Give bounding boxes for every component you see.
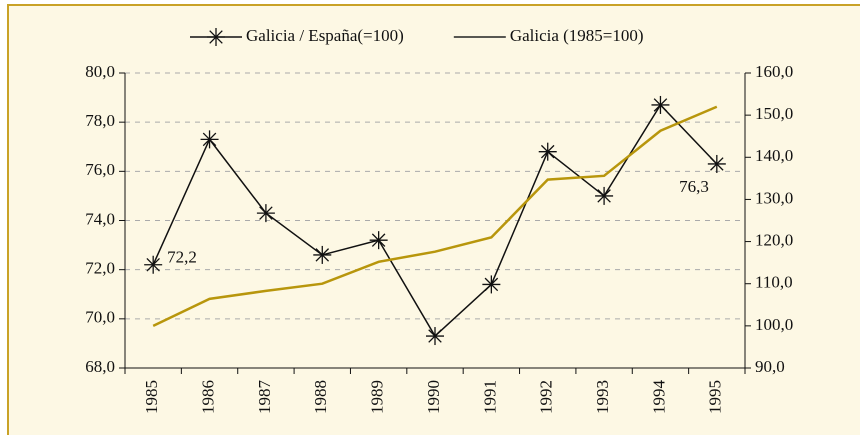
point-marker bbox=[482, 275, 501, 294]
point-marker bbox=[426, 327, 444, 346]
y-tick-label: 68,0 bbox=[85, 357, 115, 376]
series-line bbox=[152, 105, 718, 327]
point-marker bbox=[369, 231, 388, 250]
y2-tick-label: 140,0 bbox=[755, 146, 793, 165]
point-marker bbox=[313, 245, 332, 264]
point-marker bbox=[144, 255, 163, 274]
marker-stroke bbox=[710, 157, 724, 171]
y-tick-label: 76,0 bbox=[85, 160, 115, 179]
x-tick-label: 1990 bbox=[424, 380, 443, 414]
x-tick-label: 1985 bbox=[142, 380, 161, 414]
marker-stroke bbox=[597, 189, 611, 203]
y-tick-label: 74,0 bbox=[85, 209, 115, 228]
x-tick-label: 1986 bbox=[198, 380, 217, 414]
x-tick-label: 1993 bbox=[593, 380, 612, 414]
marker-stroke bbox=[540, 144, 555, 159]
y2-tick-label: 160,0 bbox=[755, 62, 793, 81]
marker-stroke bbox=[202, 132, 217, 147]
point-marker bbox=[256, 204, 275, 223]
marker-stroke bbox=[315, 248, 330, 262]
marker-stroke bbox=[209, 30, 223, 44]
legend-label: Galicia (1985=100) bbox=[510, 26, 644, 45]
y2-tick-label: 90,0 bbox=[755, 357, 785, 376]
point-marker bbox=[200, 130, 219, 149]
data-label: 72,2 bbox=[167, 248, 197, 267]
data-label: 76,3 bbox=[679, 177, 709, 196]
marker-stroke bbox=[653, 98, 668, 112]
y2-tick-label: 100,0 bbox=[755, 315, 793, 334]
y2-tick-label: 130,0 bbox=[755, 188, 793, 207]
marker-stroke bbox=[259, 206, 273, 220]
point-marker bbox=[651, 95, 670, 114]
x-tick-label: 1995 bbox=[706, 380, 725, 414]
x-tick-label: 1988 bbox=[311, 380, 330, 414]
marker-stroke bbox=[371, 233, 386, 247]
legend-label: Galicia / España(=100) bbox=[246, 26, 404, 45]
x-tick-label: 1987 bbox=[255, 380, 274, 415]
x-tick-label: 1991 bbox=[480, 380, 499, 414]
x-tick-label: 1992 bbox=[537, 380, 556, 414]
point-marker bbox=[538, 142, 557, 161]
y-tick-label: 72,0 bbox=[85, 259, 115, 278]
y-tick-label: 70,0 bbox=[85, 308, 115, 327]
y2-tick-label: 120,0 bbox=[755, 230, 793, 249]
legend-marker bbox=[207, 28, 225, 46]
x-tick-label: 1989 bbox=[368, 380, 387, 414]
x-tick-label: 1994 bbox=[649, 380, 668, 415]
point-marker bbox=[707, 154, 726, 173]
y-tick-label: 78,0 bbox=[85, 111, 115, 130]
y2-tick-label: 150,0 bbox=[755, 104, 793, 123]
y2-tick-label: 110,0 bbox=[755, 273, 793, 292]
point-marker bbox=[595, 186, 614, 205]
y-tick-label: 80,0 bbox=[85, 62, 115, 81]
marker-stroke bbox=[428, 329, 442, 343]
marker-stroke bbox=[484, 277, 499, 292]
marker-stroke bbox=[146, 257, 160, 272]
